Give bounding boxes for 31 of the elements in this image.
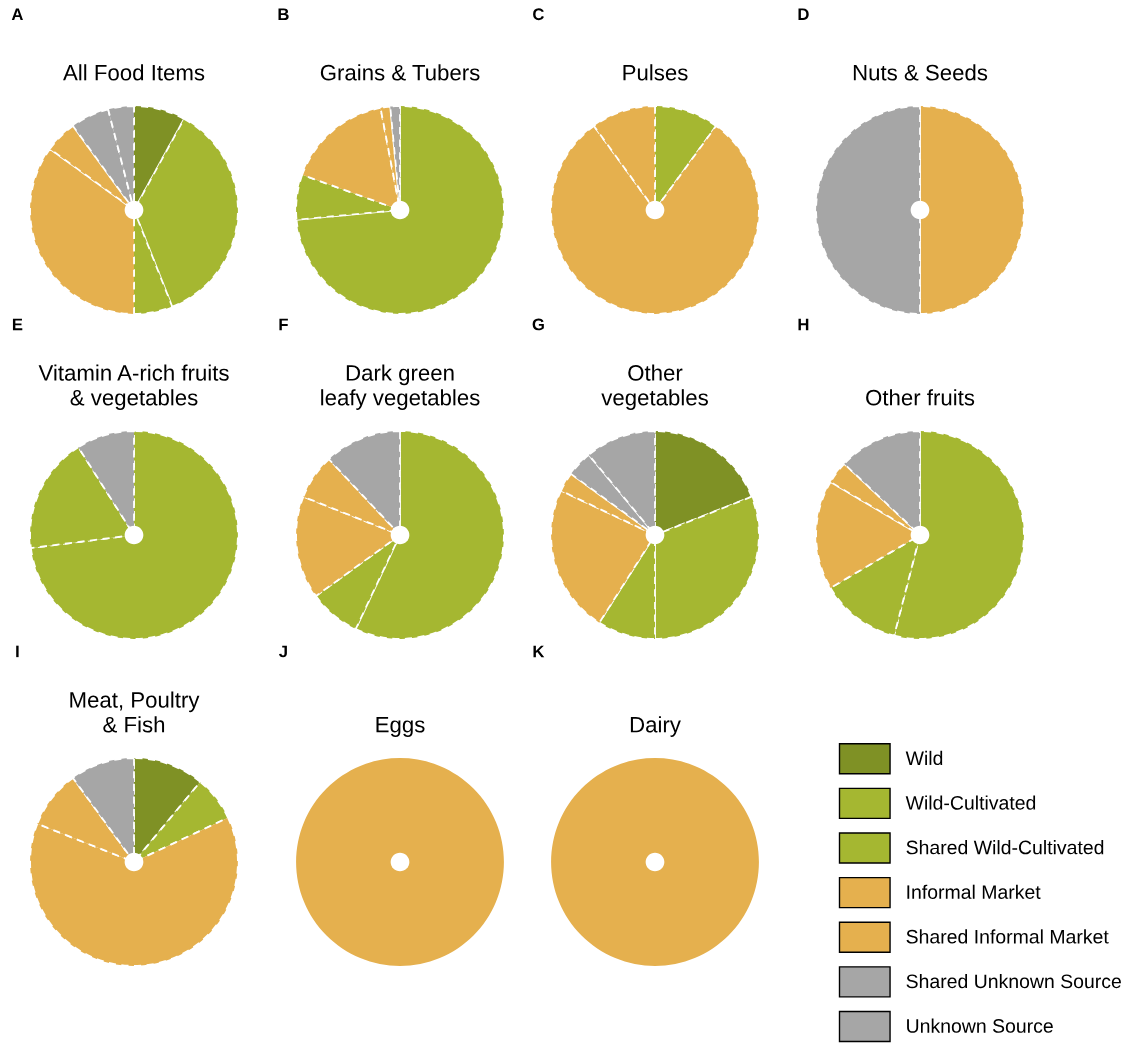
pie-slice: [295, 105, 505, 315]
text: B: [278, 8, 289, 20]
legend-label: Shared Unknown Source: [906, 973, 1121, 989]
text: D: [798, 8, 809, 20]
legend-label: Unknown Source: [907, 1018, 1053, 1033]
chart-title: Grains & Tubers: [320, 64, 480, 81]
chart-title: All Food Items: [63, 64, 205, 81]
chart-title: Meat, Poultry & Fish: [70, 691, 200, 733]
chart-title: Other vegetables: [601, 364, 708, 410]
chart-title: Other fruits: [866, 389, 975, 406]
chart-title: Dairy: [630, 716, 681, 737]
legend-label: Wild: [905, 750, 943, 766]
chart-title: Nuts & Seeds: [853, 64, 988, 81]
legend-label: Informal Market: [907, 884, 1041, 899]
text: J: [279, 645, 287, 658]
text: K: [533, 645, 545, 658]
text: G: [532, 318, 544, 331]
legend-label: Shared Informal Market: [906, 929, 1109, 944]
text: F: [279, 318, 288, 331]
text: I: [16, 645, 19, 658]
chart-title: Vitamin A-rich fruits & vegetables: [38, 364, 229, 410]
chart-title: Eggs: [376, 717, 425, 737]
text: E: [12, 318, 23, 331]
text: A: [11, 8, 23, 20]
text: C: [533, 8, 544, 21]
legend-label: Shared Wild-Cultivated: [906, 840, 1104, 855]
legend-label: Wild-Cultivated: [905, 795, 1036, 810]
text: H: [798, 318, 809, 331]
chart-title: Dark green leafy vegetables: [321, 364, 480, 410]
chart-title: Pulses: [623, 64, 688, 81]
pie-slice: [29, 430, 239, 640]
